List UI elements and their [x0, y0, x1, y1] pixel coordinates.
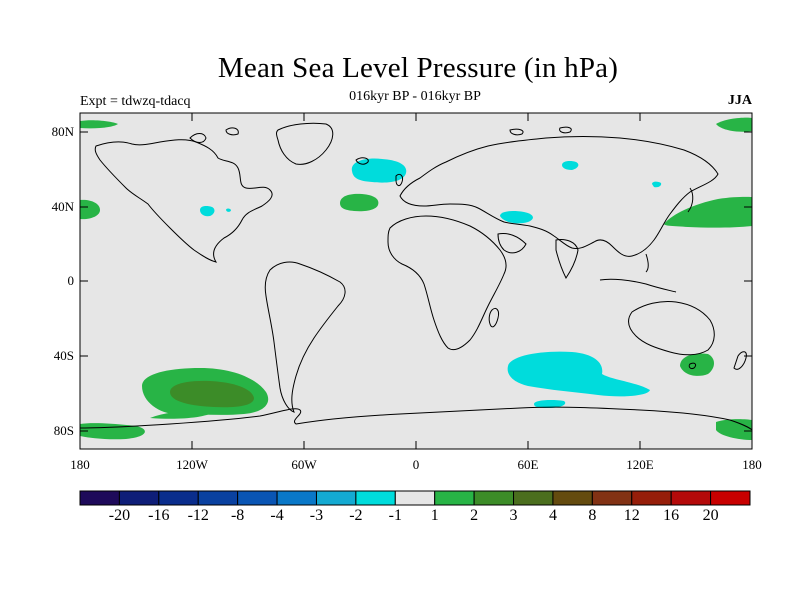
- colorbar-swatch: [473, 490, 515, 506]
- colorbar-swatch: [158, 490, 199, 506]
- colorbar-swatch: [237, 490, 278, 506]
- anomaly-siberia-low: [562, 161, 579, 170]
- lon-tick-label: 120E: [626, 457, 654, 472]
- colorbar-tick-label: 1: [430, 507, 439, 524]
- chart-subtitle: 016kyr BP - 016kyr BP: [349, 89, 481, 104]
- colorbar: [79, 490, 751, 506]
- colorbar-swatch: [591, 490, 633, 506]
- colorbar-tick-label: 12: [623, 507, 640, 524]
- anomaly-east-asia-low: [652, 181, 662, 188]
- colorbar-swatch: [513, 490, 554, 506]
- colorbar-swatch: [79, 490, 120, 506]
- coast-south-america: [264, 261, 346, 413]
- coast-greenland: [276, 122, 334, 165]
- anomaly-north-atlantic-low: [351, 158, 407, 183]
- lat-tick-label: 40N: [51, 199, 74, 214]
- anomaly-mid-atlantic-high: [340, 193, 379, 212]
- colorbar-swatch: [355, 490, 396, 506]
- anomaly-west-edge-high: [80, 199, 100, 220]
- coastlines: [79, 122, 753, 431]
- coast-indonesia: [599, 278, 677, 293]
- coast-madagascar: [488, 307, 499, 328]
- coast-australia: [628, 301, 715, 356]
- colorbar-swatch: [118, 490, 160, 506]
- chart-title: Mean Sea Level Pressure (in hPa): [217, 52, 619, 84]
- anomaly-south-pacific-high-core: [170, 380, 254, 408]
- coast-tasmania: [688, 362, 697, 369]
- colorbar-swatch: [276, 490, 317, 506]
- colorbar-swatch: [197, 490, 239, 506]
- colorbar-tick-label: -16: [148, 507, 170, 524]
- colorbar-tick-label: -20: [108, 507, 131, 524]
- coast-new-zealand: [733, 351, 747, 370]
- colorbar-tick-label: 20: [702, 507, 719, 524]
- colorbar-tick-label: -1: [388, 507, 402, 524]
- lon-tick-label: 120W: [176, 457, 208, 472]
- colorbar-swatch: [631, 490, 672, 506]
- anomaly-australia-high: [680, 353, 714, 376]
- colorbar-tick-label: 4: [548, 507, 557, 524]
- anomaly-middle-east-low: [500, 211, 533, 224]
- anomaly-shading: [80, 117, 752, 440]
- coast-japan: [687, 187, 694, 213]
- coast-iceland: [355, 157, 369, 165]
- lat-tick-label: 40S: [53, 348, 74, 363]
- colorbar-tick-label: 2: [470, 507, 479, 524]
- coast-eurasia: [399, 136, 719, 257]
- colorbar-tick-label: -12: [187, 507, 209, 524]
- coast-arctic-islands: [189, 126, 572, 143]
- colorbar-tick-label: -8: [230, 507, 245, 524]
- anomaly-south-indian-low-small: [534, 400, 566, 408]
- colorbar-swatch: [434, 490, 475, 506]
- colorbar-swatch: [315, 490, 357, 506]
- colorbar-tick-label: 16: [663, 507, 680, 524]
- coast-india: [555, 239, 579, 279]
- colorbar-swatch: [394, 490, 436, 506]
- colorbar-swatch: [552, 490, 593, 506]
- colorbar-swatch: [670, 490, 712, 506]
- anomaly-antarctic-high-west: [80, 423, 145, 440]
- lon-tick-label: 60W: [291, 457, 317, 472]
- coast-africa: [387, 215, 507, 351]
- colorbar-tick-label: -4: [270, 507, 284, 524]
- experiment-label: Expt = tdwzq-tdacq: [80, 94, 191, 109]
- lat-tick-label: 0: [67, 273, 75, 288]
- colorbar-tick-label: 8: [588, 507, 597, 524]
- coast-philippines: [645, 253, 649, 273]
- colorbar-tick-label: -3: [309, 507, 324, 524]
- coast-arabia: [497, 233, 527, 254]
- colorbar-swatch: [710, 490, 751, 506]
- anomaly-nw-pacific-high: [664, 196, 752, 228]
- lon-tick-label: 60E: [517, 457, 539, 472]
- lat-tick-label: 80S: [53, 423, 74, 438]
- lat-tick-label: 80N: [51, 124, 74, 139]
- anomaly-arctic-high-west: [80, 120, 118, 129]
- anomaly-north-america-low: [200, 206, 215, 217]
- lon-tick-label: 180: [742, 457, 762, 472]
- lon-tick-label: 180: [70, 457, 90, 472]
- season-label: JJA: [727, 93, 752, 108]
- colorbar-tick-label: 3: [509, 507, 518, 524]
- colorbar-tick-label: -2: [349, 507, 363, 524]
- axis-tick-marks: [80, 113, 752, 449]
- anomaly-pacific-small-low: [226, 208, 231, 212]
- coast-british-isles: [395, 173, 403, 187]
- anomaly-arctic-high-east: [716, 117, 752, 132]
- anomaly-south-indian-low: [507, 351, 650, 397]
- lon-tick-label: 0: [412, 457, 420, 472]
- coast-antarctica: [79, 406, 753, 431]
- anomaly-antarctic-high-mid: [150, 410, 214, 419]
